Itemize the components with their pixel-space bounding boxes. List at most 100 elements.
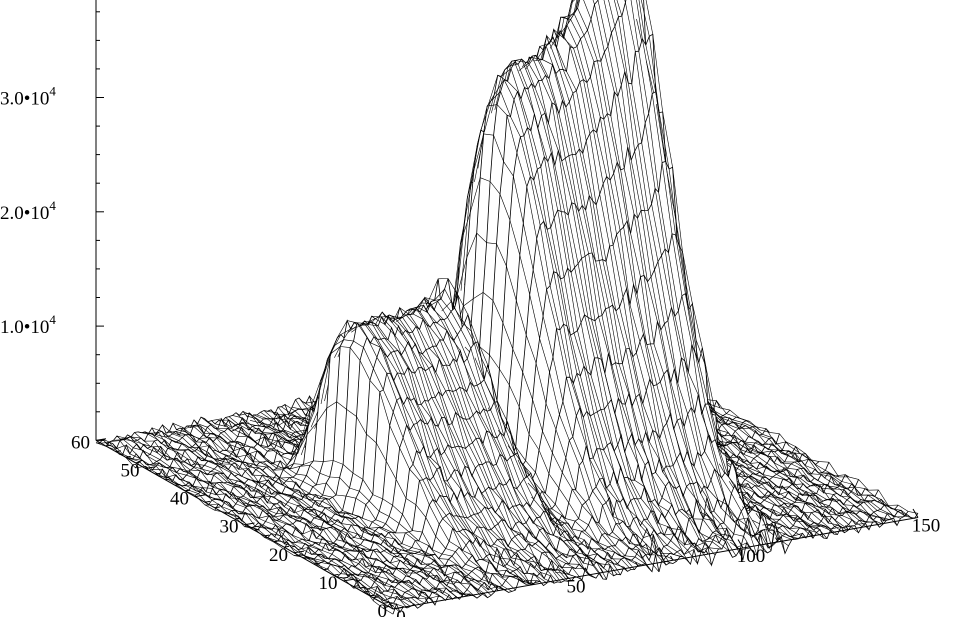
surface-column-segment bbox=[377, 339, 388, 358]
surface-column-segment bbox=[506, 115, 518, 153]
surface-column-segment bbox=[353, 340, 364, 348]
surface-column-segment bbox=[531, 545, 542, 554]
surface-column-segment bbox=[582, 153, 593, 201]
surface-column-segment bbox=[559, 30, 571, 47]
surface-column-segment bbox=[742, 464, 753, 474]
surface-column-segment bbox=[374, 533, 385, 540]
surface-column-segment bbox=[591, 516, 603, 535]
surface-column-segment bbox=[417, 306, 428, 313]
surface-column-segment bbox=[816, 493, 827, 500]
surface-column-segment bbox=[559, 69, 570, 102]
surface-column-segment bbox=[489, 354, 500, 370]
surface-column-segment bbox=[479, 346, 490, 356]
surface-column-segment bbox=[226, 450, 237, 458]
surface-column-segment bbox=[466, 232, 477, 258]
surface-column-segment bbox=[751, 437, 763, 446]
surface-column-segment bbox=[783, 507, 795, 522]
surface-column-segment bbox=[531, 55, 543, 81]
surface-column-segment bbox=[210, 433, 221, 437]
surface-column-segment bbox=[558, 113, 570, 156]
surface-column-segment bbox=[732, 421, 743, 428]
surface-column-segment bbox=[717, 431, 728, 443]
surface-column-segment bbox=[228, 502, 239, 514]
surface-column-segment bbox=[466, 391, 477, 412]
surface-column-segment bbox=[503, 548, 515, 566]
surface-column-segment bbox=[835, 520, 846, 528]
surface-column-segment bbox=[645, 554, 656, 556]
surface-column-segment bbox=[262, 505, 274, 518]
surface-column-segment bbox=[194, 450, 206, 460]
surface-column-segment bbox=[682, 251, 693, 304]
surface-column-segment bbox=[809, 525, 821, 530]
surface-column-segment bbox=[249, 420, 260, 424]
surface-column-segment bbox=[286, 467, 297, 475]
surface-column-segment bbox=[573, 549, 584, 564]
surface-column-segment bbox=[415, 504, 427, 518]
surface-column-segment bbox=[301, 499, 312, 508]
surface-column-segment bbox=[387, 548, 398, 557]
surface-column-segment bbox=[492, 300, 504, 324]
surface-column-segment bbox=[383, 352, 395, 381]
surface-column-segment bbox=[723, 442, 734, 446]
surface-column-segment bbox=[371, 573, 382, 582]
surface-column-segment bbox=[849, 512, 860, 521]
surface-column-segment bbox=[725, 423, 736, 432]
surface-column-segment bbox=[800, 518, 811, 526]
surface-column-segment bbox=[510, 68, 522, 99]
surface-column-segment bbox=[148, 432, 159, 434]
surface-column-segment bbox=[839, 512, 850, 514]
surface-column-segment bbox=[306, 523, 317, 539]
surface-column-segment bbox=[327, 337, 338, 360]
surface-column-segment bbox=[380, 552, 391, 564]
surface-column-segment bbox=[261, 433, 272, 444]
surface-column-segment bbox=[490, 378, 502, 418]
surface-column-segment bbox=[168, 477, 179, 485]
surface-column-segment bbox=[764, 495, 775, 498]
surface-column-segment bbox=[239, 448, 251, 454]
surface-column-segment bbox=[761, 443, 772, 446]
surface-column-segment bbox=[313, 375, 325, 412]
surface-column-segment bbox=[245, 462, 256, 470]
surface-column-segment bbox=[264, 528, 275, 538]
surface-column-segment bbox=[456, 361, 467, 392]
surface-column-segment bbox=[543, 578, 555, 584]
surface-column-segment bbox=[566, 539, 578, 553]
surface-column-segment bbox=[125, 457, 136, 469]
surface-column-segment bbox=[188, 489, 199, 494]
surface-column-segment bbox=[287, 452, 298, 455]
surface-column-segment bbox=[356, 322, 368, 338]
surface-column-segment bbox=[183, 425, 194, 430]
surface-column-segment bbox=[638, 544, 650, 561]
surface-column-segment bbox=[129, 453, 140, 459]
surface-column-segment bbox=[652, 34, 663, 113]
surface-column-segment bbox=[700, 492, 711, 513]
surface-column-segment bbox=[767, 497, 778, 507]
surface-column-segment bbox=[274, 536, 285, 545]
surface-column-segment bbox=[170, 457, 181, 463]
surface-column-segment bbox=[407, 598, 418, 609]
surface-column-segment bbox=[576, 373, 588, 412]
surface-column-segment bbox=[352, 472, 364, 480]
surface-column-segment bbox=[801, 460, 812, 474]
surface-column-segment bbox=[358, 525, 369, 534]
surface-column-segment bbox=[602, 183, 614, 246]
surface-column-segment bbox=[753, 536, 765, 551]
surface-column-segment bbox=[424, 592, 436, 606]
y-minor-tick bbox=[234, 517, 240, 520]
surface-column-segment bbox=[419, 329, 430, 349]
surface-column-segment bbox=[750, 498, 761, 504]
surface-column-segment bbox=[809, 459, 820, 462]
surface-column-segment bbox=[467, 492, 478, 514]
surface-column-segment bbox=[168, 435, 179, 441]
surface-column-segment bbox=[354, 322, 365, 324]
surface-column-segment bbox=[551, 152, 562, 212]
surface-column-segment bbox=[613, 173, 624, 228]
surface-column-segment bbox=[515, 505, 527, 523]
surface-column-segment bbox=[440, 318, 451, 337]
z-tick-label: 3.0•104 bbox=[0, 84, 56, 110]
surface-column-segment bbox=[428, 368, 439, 392]
x-minor-tick bbox=[600, 567, 604, 573]
surface-column-segment bbox=[331, 553, 342, 562]
surface-column-segment bbox=[291, 406, 302, 410]
surface-column-segment bbox=[185, 434, 196, 444]
